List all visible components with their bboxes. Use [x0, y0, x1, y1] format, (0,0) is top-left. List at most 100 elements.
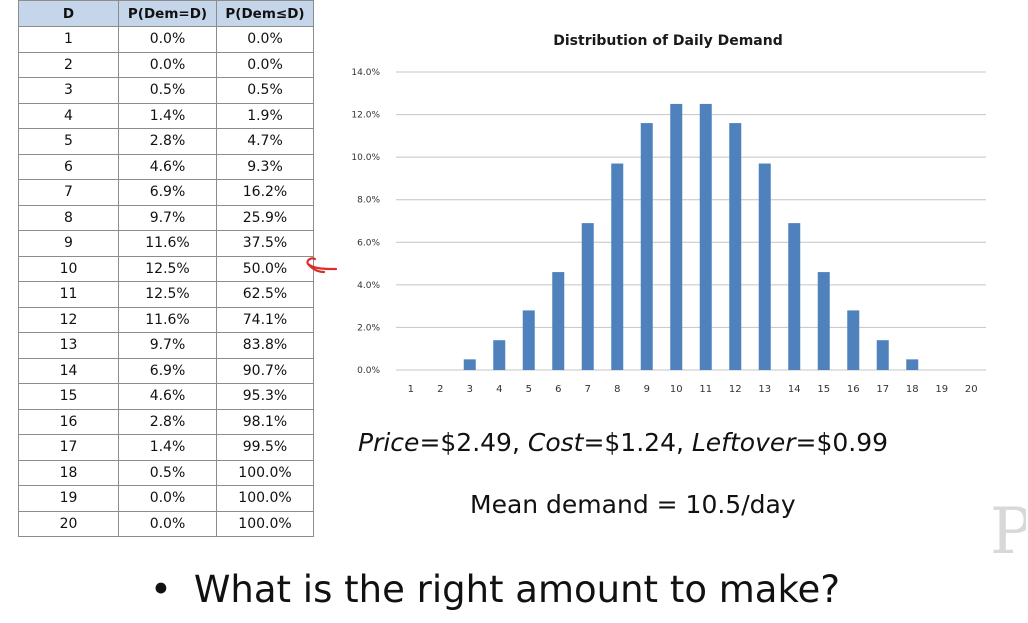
table-row: 9 11.6% 37.5%: [18, 230, 314, 257]
bar-demand-14: [788, 223, 801, 370]
cell-p-equal: 1.4%: [118, 434, 217, 461]
table-row: 16 2.8% 98.1%: [18, 408, 314, 435]
cell-p-cumulative: 98.1%: [216, 408, 314, 435]
corner-logo-icon: P: [990, 495, 1026, 569]
cell-demand: 13: [18, 332, 119, 359]
bar-demand-3: [463, 359, 476, 370]
cell-demand: 12: [18, 306, 119, 333]
table-row: 7 6.9% 16.2%: [18, 179, 314, 206]
bar-demand-10: [670, 103, 683, 370]
y-tick-label: 0.0%: [357, 366, 380, 376]
x-tick-label: 5: [526, 384, 532, 395]
x-tick-label: 10: [670, 384, 683, 395]
x-tick-label: 2: [437, 384, 443, 395]
y-tick-label: 14.0%: [351, 68, 380, 78]
table-row: 15 4.6% 95.3%: [18, 383, 314, 410]
cell-p-cumulative: 95.3%: [216, 383, 314, 410]
cell-p-equal: 12.5%: [118, 255, 217, 282]
cell-demand: 4: [18, 102, 119, 129]
bar-demand-4: [493, 340, 506, 370]
cell-p-equal: 6.9%: [118, 179, 217, 206]
table-row: 11 12.5% 62.5%: [18, 281, 314, 308]
chart-gridlines: [396, 71, 986, 371]
x-tick-label: 1: [408, 384, 414, 395]
cell-p-cumulative: 1.9%: [216, 102, 314, 129]
bar-demand-9: [640, 123, 653, 370]
bullet-icon: •: [150, 568, 172, 611]
table-row: 19 0.0% 100.0%: [18, 485, 314, 512]
bar-demand-6: [552, 272, 565, 370]
x-tick-label: 7: [585, 384, 591, 395]
cell-p-cumulative: 83.8%: [216, 332, 314, 359]
cell-p-equal: 0.5%: [118, 459, 217, 486]
cell-demand: 14: [18, 357, 119, 384]
table-row: 17 1.4% 99.5%: [18, 434, 314, 461]
chart-bars: [463, 103, 919, 370]
x-tick-label: 12: [729, 384, 742, 395]
cell-p-equal: 9.7%: [118, 332, 217, 359]
x-tick-label: 15: [817, 384, 830, 395]
column-header-d: D: [18, 0, 119, 27]
cell-demand: 11: [18, 281, 119, 308]
table-row: 2 0.0% 0.0%: [18, 51, 314, 78]
cell-p-cumulative: 100.0%: [216, 485, 314, 512]
leftover-label: Leftover: [691, 428, 796, 457]
table-row: 14 6.9% 90.7%: [18, 357, 314, 384]
cell-p-cumulative: 50.0%: [216, 255, 314, 282]
cell-p-equal: 12.5%: [118, 281, 217, 308]
bar-demand-15: [817, 272, 830, 370]
x-tick-label: 8: [614, 384, 620, 395]
cell-p-cumulative: 4.7%: [216, 128, 314, 155]
x-tick-label: 4: [496, 384, 502, 395]
cell-p-cumulative: 37.5%: [216, 230, 314, 257]
y-tick-label: 6.0%: [357, 238, 380, 248]
cell-p-equal: 0.0%: [118, 510, 217, 537]
y-tick-label: 2.0%: [357, 323, 380, 333]
cell-demand: 20: [18, 510, 119, 537]
cell-demand: 2: [18, 51, 119, 78]
cell-p-cumulative: 99.5%: [216, 434, 314, 461]
cell-p-cumulative: 9.3%: [216, 153, 314, 180]
leftover-value: =$0.99: [795, 428, 889, 457]
y-tick-label: 8.0%: [357, 196, 380, 206]
bar-demand-13: [758, 163, 771, 370]
cell-p-equal: 0.0%: [118, 26, 217, 53]
x-tick-label: 11: [699, 384, 712, 395]
column-header-p-cumulative: P(Dem≤D): [216, 0, 314, 27]
y-tick-label: 12.0%: [351, 111, 380, 121]
cell-demand: 19: [18, 485, 119, 512]
cell-p-equal: 0.0%: [118, 485, 217, 512]
cell-p-cumulative: 100.0%: [216, 510, 314, 537]
x-tick-label: 9: [644, 384, 650, 395]
bar-demand-17: [876, 340, 889, 370]
mean-demand-text: Mean demand = 10.5/day: [470, 490, 796, 519]
x-tick-label: 17: [876, 384, 889, 395]
y-tick-label: 10.0%: [351, 153, 380, 163]
table-row: 4 1.4% 1.9%: [18, 102, 314, 129]
table-row: 6 4.6% 9.3%: [18, 153, 314, 180]
cell-p-equal: 11.6%: [118, 306, 217, 333]
bar-demand-18: [906, 359, 919, 370]
demand-probability-table: D P(Dem=D) P(Dem≤D) 1 0.0% 0.0% 2 0.0% 0.0% 3 0…: [18, 0, 314, 537]
table-row: 18 0.5% 100.0%: [18, 459, 314, 486]
x-tick-label: 18: [906, 384, 919, 395]
cell-p-equal: 0.5%: [118, 77, 217, 104]
table-row: 3 0.5% 0.5%: [18, 77, 314, 104]
cell-demand: 18: [18, 459, 119, 486]
cell-p-cumulative: 0.0%: [216, 51, 314, 78]
cell-p-equal: 1.4%: [118, 102, 217, 129]
cell-p-cumulative: 0.0%: [216, 26, 314, 53]
price-value: =$2.49,: [419, 428, 528, 457]
cell-p-equal: 6.9%: [118, 357, 217, 384]
cell-demand: 17: [18, 434, 119, 461]
table-row: 13 9.7% 83.8%: [18, 332, 314, 359]
bar-demand-11: [699, 103, 712, 370]
cell-p-equal: 4.6%: [118, 153, 217, 180]
bar-demand-12: [729, 123, 742, 370]
table-body: 1 0.0% 0.0% 2 0.0% 0.0% 3 0.5% 0.5% 4 1.4% 1.9% 5 2.8…: [18, 26, 314, 537]
question-bullet: • What is the right amount to make?: [150, 568, 840, 611]
bar-demand-16: [847, 310, 860, 370]
x-axis-ticks: 1 2 3 4 5 6 7 8 9 10 11 12 13 14 15 16 17 18 19 20: [408, 384, 978, 395]
bar-demand-5: [522, 310, 535, 370]
x-tick-label: 20: [965, 384, 978, 395]
